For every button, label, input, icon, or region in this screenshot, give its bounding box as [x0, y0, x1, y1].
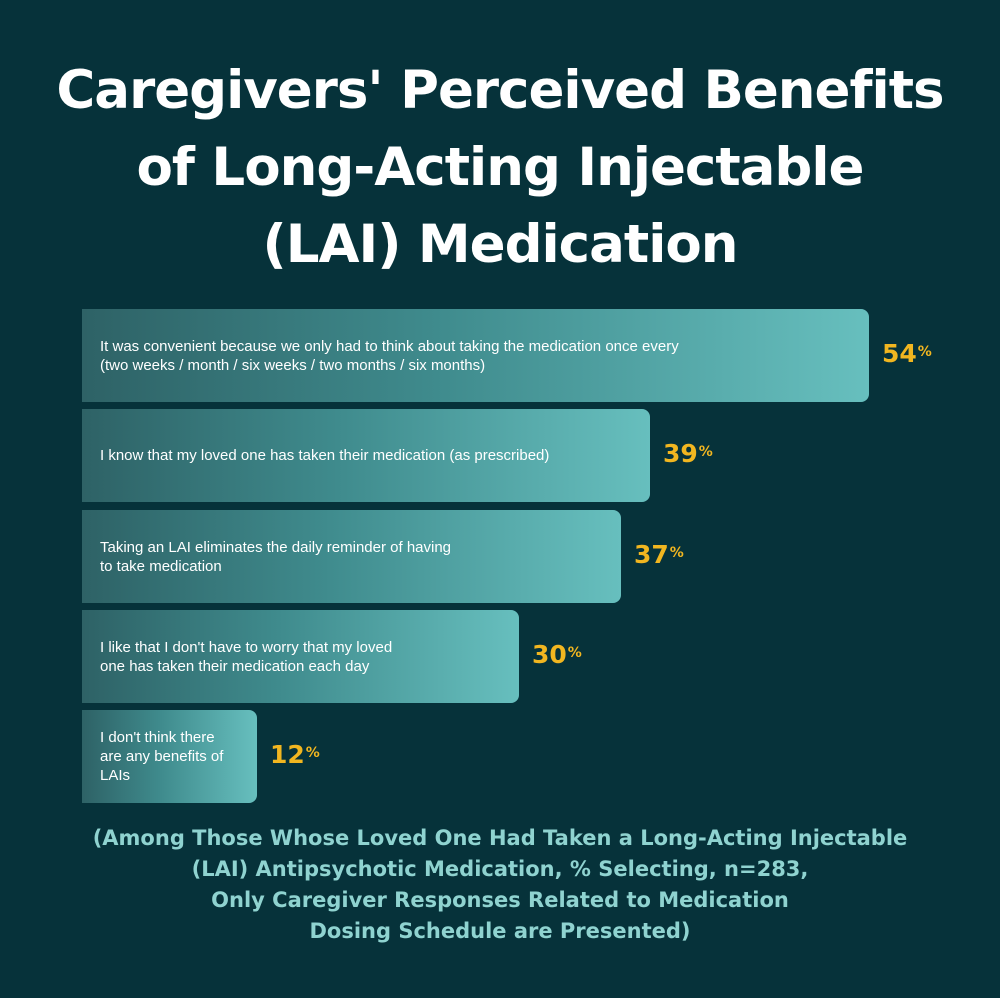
data-label-unit: % [698, 444, 713, 460]
bar-label-line: I don't think there [100, 729, 215, 746]
chart-title: Caregivers' Perceived Benefits of Long-A… [20, 52, 980, 283]
bar: I know that my loved one has taken their… [82, 409, 650, 502]
chart-title-line: (LAI) Medication [262, 214, 738, 275]
data-label: 30% [532, 640, 582, 670]
bar: I don't think there are any benefits of LA… [82, 710, 257, 803]
data-label-value: 54 [882, 339, 917, 368]
bar: It was convenient because we only had to… [82, 309, 869, 402]
bar-label-line: to take medication [100, 557, 222, 575]
bar-label: Taking an LAI eliminates the daily remin… [100, 510, 609, 603]
bar-label: It was convenient because we only had to… [100, 309, 857, 402]
data-label: 39% [663, 439, 713, 469]
bar-label-line: are any benefits of [100, 748, 224, 765]
bar-label-line: (two weeks / month / six weeks / two mon… [100, 356, 486, 374]
bar-label-line: one has taken their medication each day [100, 657, 370, 675]
data-label-value: 30 [532, 640, 567, 669]
footnote-line: Dosing Schedule are Presented) [309, 919, 691, 943]
bar-label-line: I like that I don't have to worry that m… [100, 638, 393, 656]
data-label: 54% [882, 339, 932, 369]
bar: Taking an LAI eliminates the daily remin… [82, 510, 621, 603]
footnote-line: (LAI) Antipsychotic Medication, % Select… [191, 857, 809, 881]
chart-title-line: of Long-Acting Injectable [136, 137, 865, 198]
bar-label: I don't think there are any benefits of LA… [100, 710, 245, 803]
data-label-unit: % [669, 545, 684, 561]
data-label-unit: % [917, 344, 932, 360]
chart-footnote: (Among Those Whose Loved One Had Taken a… [20, 823, 980, 947]
data-label-value: 39 [663, 439, 698, 468]
bar-label: I like that I don't have to worry that m… [100, 610, 507, 703]
data-label: 12% [270, 740, 320, 770]
footnote-line: (Among Those Whose Loved One Had Taken a… [92, 826, 908, 850]
data-label: 37% [634, 540, 684, 570]
bar: I like that I don't have to worry that m… [82, 610, 519, 703]
data-label-unit: % [305, 745, 320, 761]
data-label-value: 12 [270, 740, 305, 769]
footnote-line: Only Caregiver Responses Related to Medi… [211, 888, 789, 912]
bar-label-line: Taking an LAI eliminates the daily remin… [100, 538, 452, 556]
chart-title-line: Caregivers' Perceived Benefits [56, 60, 944, 121]
data-label-value: 37 [634, 540, 669, 569]
bar-label-line: LAIs [100, 767, 131, 784]
data-label-unit: % [567, 645, 582, 661]
bar-label-line: It was convenient because we only had to… [100, 337, 679, 355]
bar-label: I know that my loved one has taken their… [100, 409, 638, 502]
bar-label-line: I know that my loved one has taken their… [100, 447, 550, 464]
